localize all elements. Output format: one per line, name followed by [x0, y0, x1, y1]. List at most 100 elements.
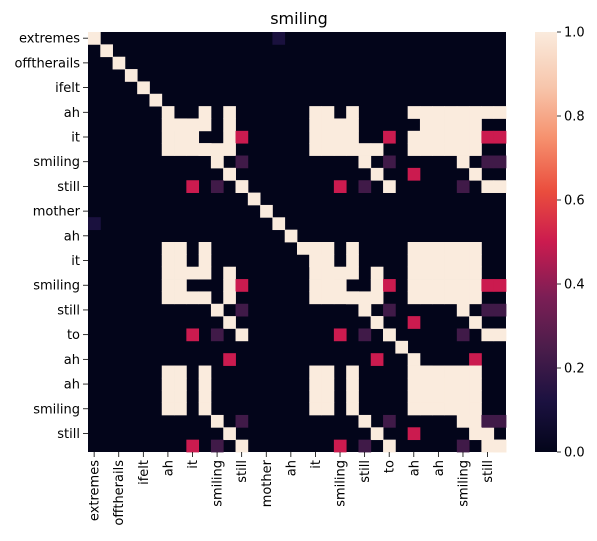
heatmap-cell: [322, 143, 335, 156]
x-tick-label: mother: [260, 459, 275, 507]
heatmap-cell: [211, 143, 224, 156]
heatmap-cell: [457, 279, 470, 292]
heatmap-cell: [174, 366, 187, 379]
heatmap-cell: [457, 180, 470, 193]
heatmap-cell: [186, 440, 199, 453]
heatmap-cell: [309, 118, 322, 131]
heatmap-cell: [408, 316, 421, 329]
heatmap-cell: [358, 415, 371, 428]
x-axis-ticks: extremes offtherails ifelt ah it smiling still…: [88, 452, 496, 526]
heatmap-cell: [223, 267, 236, 280]
heatmap-cell: [334, 440, 347, 453]
heatmap-cell: [309, 279, 322, 292]
heatmap-cell: [420, 267, 433, 280]
heatmap-cell: [358, 440, 371, 453]
heatmap-cell: [432, 143, 445, 156]
heatmap-cell: [383, 415, 396, 428]
heatmap-cell: [383, 328, 396, 341]
heatmap-cell: [457, 403, 470, 416]
heatmap-cell: [346, 390, 359, 403]
heatmap-cell: [408, 168, 421, 181]
heatmap-cell: [469, 403, 482, 416]
heatmap-cell: [408, 353, 421, 366]
heatmap-cell: [174, 291, 187, 304]
heatmap-cell: [174, 390, 187, 403]
heatmap-cell: [186, 143, 199, 156]
heatmap-cell: [457, 254, 470, 267]
heatmap-cell: [408, 403, 421, 416]
heatmap-cell: [469, 366, 482, 379]
heatmap-cell: [199, 106, 212, 119]
heatmap-cell: [383, 180, 396, 193]
heatmap-cell: [223, 427, 236, 440]
heatmap-cell: [199, 267, 212, 280]
y-tick-label: it: [71, 254, 80, 269]
heatmap-cell: [494, 180, 507, 193]
heatmap-cell: [211, 304, 224, 317]
y-tick-label: smiling: [33, 279, 80, 294]
heatmap-cell: [445, 106, 458, 119]
heatmap-cell: [236, 415, 249, 428]
heatmap-cell: [445, 267, 458, 280]
heatmap-cell: [322, 378, 335, 391]
heatmap-cell: [272, 217, 285, 230]
heatmap-cell: [223, 316, 236, 329]
y-tick-label: to: [67, 328, 80, 343]
x-tick-label: it: [186, 460, 201, 469]
heatmap-cell: [371, 143, 384, 156]
heatmap-cell: [457, 415, 470, 428]
heatmap-cell: [199, 378, 212, 391]
heatmap-cell: [445, 254, 458, 267]
heatmap-cell: [223, 291, 236, 304]
heatmap-cell: [445, 143, 458, 156]
colorbar-tick-label: 0.4: [564, 278, 585, 293]
x-tick-label: ah: [407, 460, 422, 476]
heatmap-cell: [186, 131, 199, 144]
heatmap-cell: [469, 291, 482, 304]
heatmap-cell: [457, 328, 470, 341]
heatmap-cell: [199, 254, 212, 267]
heatmap-cell: [322, 279, 335, 292]
heatmap-cell: [494, 328, 507, 341]
heatmap-cell: [174, 254, 187, 267]
heatmap-cell: [420, 291, 433, 304]
x-tick-label: smiling: [211, 460, 226, 507]
heatmap-cell: [322, 242, 335, 255]
x-tick-label: ah: [432, 460, 447, 476]
heatmap-cell: [469, 267, 482, 280]
heatmap-cell: [408, 378, 421, 391]
heatmap-cell: [322, 131, 335, 144]
heatmap-cell: [297, 242, 310, 255]
heatmap-cell: [469, 143, 482, 156]
heatmap-cell: [469, 254, 482, 267]
heatmap-cell: [395, 341, 408, 354]
heatmap-cell: [481, 415, 494, 428]
heatmap-cell: [100, 44, 113, 57]
heatmap-cell: [481, 131, 494, 144]
y-tick-label: ah: [64, 106, 80, 121]
heatmap-cell: [322, 254, 335, 267]
colorbar-tick-label: 0.6: [564, 194, 585, 209]
heatmap-cell: [432, 279, 445, 292]
heatmap-cell: [457, 267, 470, 280]
heatmap-cell: [469, 168, 482, 181]
y-tick-label: ah: [64, 229, 80, 244]
heatmap-cell: [162, 143, 175, 156]
colorbar-tick-label: 0.2: [564, 362, 585, 377]
heatmap-cell: [223, 118, 236, 131]
heatmap-cell: [481, 328, 494, 341]
heatmap-cell: [174, 267, 187, 280]
heatmap-cell: [125, 69, 138, 82]
heatmap-cell: [457, 378, 470, 391]
heatmap-cell: [346, 291, 359, 304]
heatmap-cell: [481, 304, 494, 317]
heatmap-cell: [469, 106, 482, 119]
heatmap-cell: [432, 242, 445, 255]
heatmap-cell: [309, 378, 322, 391]
heatmap-cell: [469, 131, 482, 144]
heatmap-cell: [445, 242, 458, 255]
heatmap-cell: [322, 118, 335, 131]
heatmap-cell: [469, 118, 482, 131]
x-tick-label: still: [481, 460, 496, 483]
y-tick-label: mother: [33, 205, 81, 220]
